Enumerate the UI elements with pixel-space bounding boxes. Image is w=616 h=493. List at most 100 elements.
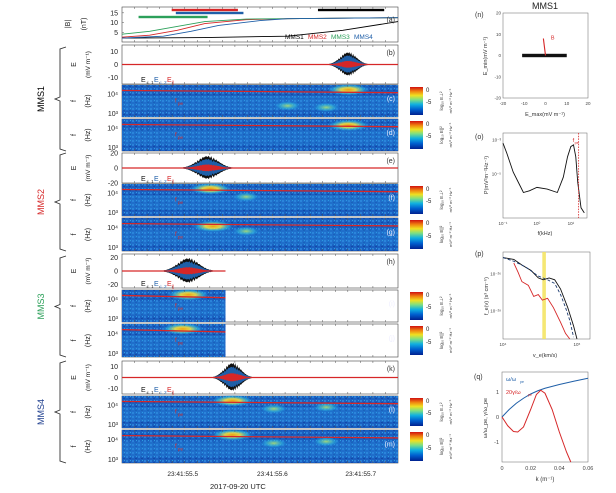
colorbar-unit: mV² m⁻² Hz⁻¹ [448, 293, 453, 318]
interval-bar-mms4 [175, 11, 244, 15]
y-tick-label: 0 [114, 166, 118, 173]
spectrogram-hotspot [210, 428, 255, 441]
y-axis-label: f [71, 199, 78, 201]
fpe-annotation-sub: pe [178, 135, 184, 140]
panel-letter: (c) [387, 96, 395, 103]
colorbar-label: log₁₀ E||² [439, 331, 444, 349]
spectrogram-hotspot [326, 83, 371, 96]
y-tick-label: 10³ [108, 210, 119, 217]
spectrogram-band [122, 96, 398, 111]
y-tick-label: 0 [114, 62, 118, 69]
y-axis-unit: (Hz) [85, 128, 92, 141]
legend-e-perp1-sub: ⊥ 1 [146, 284, 154, 289]
colorbar [410, 186, 423, 214]
fpe-annotation: f [175, 232, 177, 238]
time-tick-label: 23:41:55.5 [167, 471, 198, 478]
x-axis-label: f(kHz) [538, 231, 553, 237]
fpe-annotation: f [175, 444, 177, 450]
y-tick-label: 20 [110, 151, 118, 158]
y-axis-unit: (mV m⁻¹) [85, 258, 92, 285]
colorbar [410, 398, 423, 426]
spectrogram-hotspot [160, 322, 205, 335]
spacecraft-label-mms1: MMS1 [36, 86, 46, 112]
colorbar-label: log₁₀ E⊥² [439, 91, 444, 111]
spectrogram-hotspot [312, 102, 341, 113]
fpe-annotation: f [175, 198, 177, 204]
spectrogram-hotspot [273, 100, 302, 111]
y-axis-label: f [71, 134, 78, 136]
panel-letter: (h) [386, 259, 395, 266]
y-axis-unit: (Hz) [85, 228, 92, 241]
colorbar [410, 87, 423, 115]
colorbar-tick: 0 [426, 293, 430, 299]
y-axis-unit: (nT) [81, 18, 88, 31]
legend-gamma: 20γ/ω [506, 390, 521, 396]
spectrogram-band [122, 301, 226, 316]
colorbar-tick: -5 [426, 411, 432, 417]
y-axis-label: f [71, 305, 78, 307]
spectrogram-hotspot [232, 191, 261, 202]
y-tick-label: 10⁴ [107, 225, 118, 232]
fpe-line [121, 400, 399, 405]
fpe-annotation: f [175, 410, 177, 416]
panel-k: 100-10(k)E ⊥ 1 E ⊥ 2 E ||E (mV m⁻¹) [71, 360, 399, 395]
spectrogram-hotspot [259, 403, 288, 414]
colorbar-label: log₁₀ E||² [439, 126, 444, 144]
panel-h: 200-20(h)E ⊥ 1 E ⊥ 2 E ||E (mV m⁻¹) [71, 253, 399, 289]
spectrum-line [502, 143, 585, 214]
colorbar [410, 432, 423, 461]
y-axis-label: E [71, 165, 78, 170]
x-tick-label: -20 [500, 101, 507, 106]
x-tick-label: -10 [521, 101, 528, 106]
spectrogram-hotspot [312, 436, 341, 447]
colorbar-tick: 0 [426, 327, 430, 333]
legend-omega-sub: pe [520, 380, 524, 384]
colorbar-tick: -5 [426, 305, 432, 311]
fpe-annotation-sub: pe [178, 306, 184, 311]
fpe-line [121, 89, 399, 94]
legend-e-perp1-sub: ⊥ 1 [146, 179, 154, 184]
x-tick-label: 10⁴ [500, 342, 507, 347]
colorbar [410, 292, 423, 320]
x-tick-label: 0 [500, 466, 503, 472]
legend-e-perp2: E [154, 77, 159, 84]
fpe-annotation: f [175, 133, 177, 139]
legend-e-perp1-sub: ⊥ 1 [146, 390, 154, 395]
y-tick-label: 0 [114, 375, 118, 382]
colorbar-tick: 0 [426, 88, 430, 94]
x-axis-label: k (m⁻¹) [536, 477, 555, 483]
y-axis-label: f [71, 233, 78, 235]
spectrogram-band [122, 229, 398, 245]
legend-e-parallel: E [167, 387, 172, 394]
panel-letter: (i) [389, 301, 395, 308]
colorbar-tick: -5 [426, 234, 432, 240]
spectrogram-band [122, 130, 398, 145]
y-tick-label: 0 [498, 53, 501, 58]
fpe-line [121, 328, 226, 333]
y-tick-label: 10³ [108, 316, 119, 323]
colorbar-tick: 0 [426, 399, 430, 405]
fpe-annotation: f [175, 99, 177, 105]
spectrogram-band [122, 195, 398, 210]
colorbar-tick: -5 [426, 134, 432, 140]
legend-e-parallel: E [167, 77, 172, 84]
y-tick-label: 10⁴ [107, 92, 118, 99]
y-axis-label: E [71, 375, 78, 380]
legend-e-perp1-sub: ⊥ 1 [146, 80, 154, 85]
fpe-annotation: f [573, 138, 575, 144]
y-axis-unit: (Hz) [85, 193, 92, 206]
legend-e-parallel: E [167, 281, 172, 288]
y-tick-label: 10 [110, 364, 118, 371]
colorbar-tick: 0 [426, 187, 430, 193]
panel-letter: (f) [388, 195, 395, 202]
y-axis-label: E_min(mV m⁻¹) [483, 37, 489, 76]
legend-gamma-sub: pe [528, 393, 532, 397]
legend-mms3: MMS3 [331, 34, 350, 41]
y-tick-label: 10⁴ [107, 331, 118, 338]
y-axis-label: f [71, 411, 78, 413]
legend-e-parallel: E [167, 176, 172, 183]
colorbar-label: log₁₀ E||² [439, 225, 444, 243]
